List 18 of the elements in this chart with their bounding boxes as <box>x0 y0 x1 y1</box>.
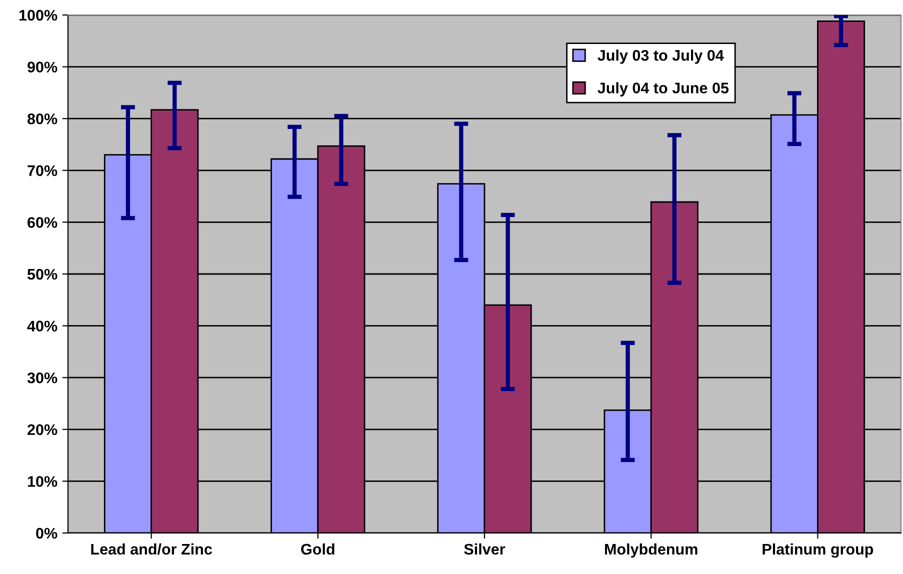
y-tick-label: 40% <box>27 320 58 332</box>
x-tick-label: Platinum group <box>762 543 874 558</box>
y-tick-label: 60% <box>28 217 58 228</box>
y-tick-label: 90% <box>28 62 58 72</box>
y-tick-label: 10% <box>28 476 58 487</box>
x-tick-label: Lead and/or Zinc <box>91 543 212 555</box>
legend-label: July 03 to July 04 <box>598 50 724 64</box>
x-tick-label: Silver <box>464 543 506 555</box>
y-tick-label: 70% <box>28 165 58 176</box>
y-tick-label: 0% <box>36 528 58 539</box>
x-tick-label: Molybdenum <box>605 543 698 558</box>
y-tick-label: 100% <box>19 10 58 21</box>
legend-label: July 04 to June 05 <box>598 82 729 96</box>
y-tick-label: 80% <box>27 113 58 124</box>
y-tick-label: 50% <box>27 268 58 280</box>
y-tick-label: 20% <box>28 424 58 436</box>
x-tick-label: Gold <box>301 543 334 555</box>
y-tick-label: 30% <box>27 372 58 384</box>
